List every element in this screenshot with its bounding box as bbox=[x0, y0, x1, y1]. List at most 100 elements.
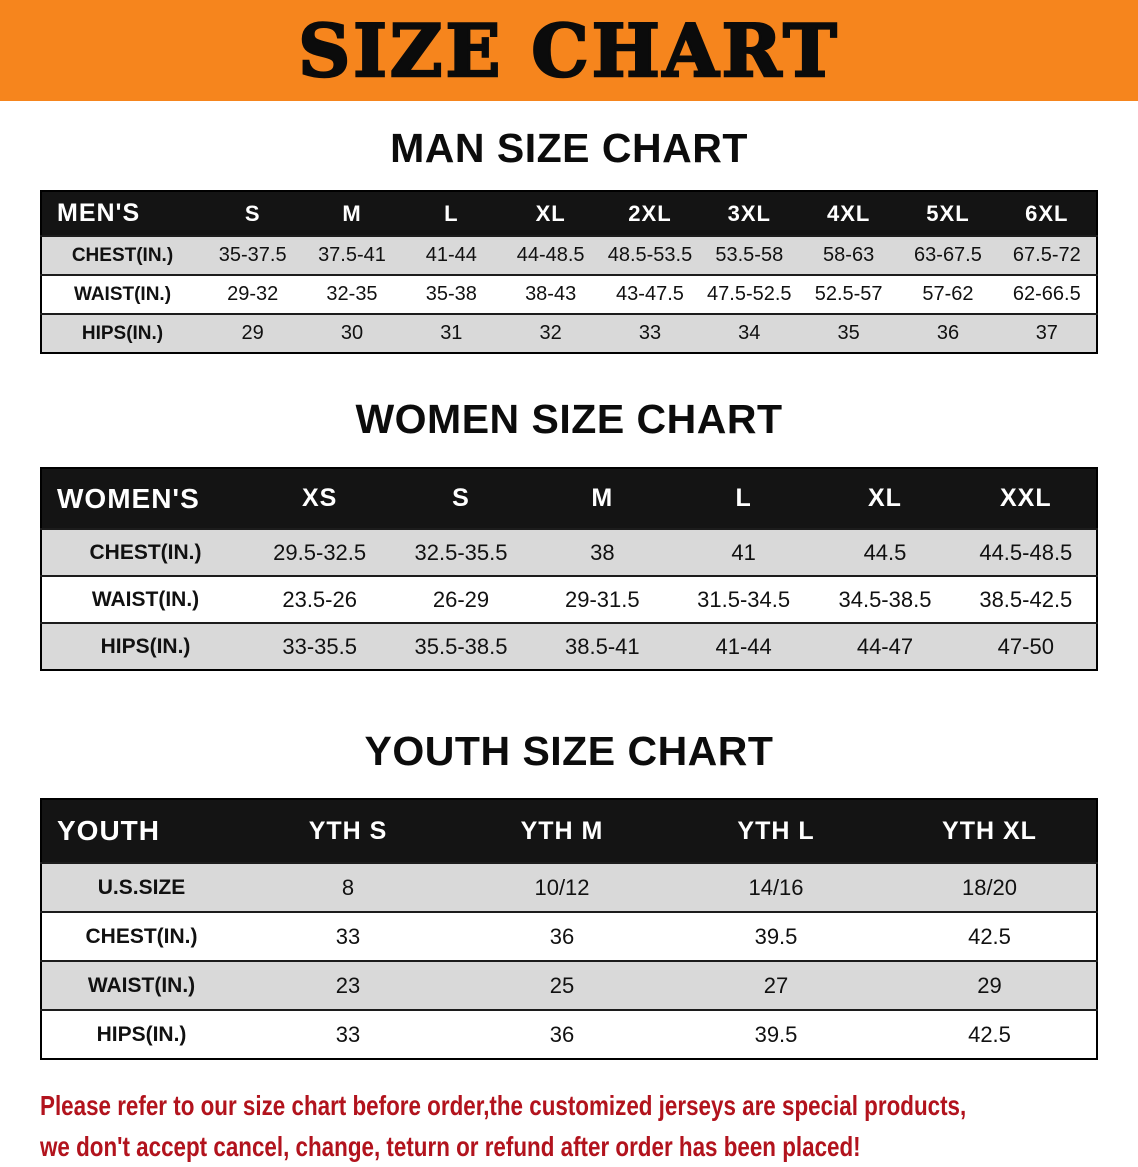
value-cell: 63-67.5 bbox=[898, 235, 998, 275]
size-label-cell: L bbox=[401, 191, 501, 236]
disclaimer-note: Please refer to our size chart before or… bbox=[0, 1086, 1138, 1167]
page-title: SIZE CHART bbox=[297, 7, 840, 93]
value-cell: 47-50 bbox=[955, 622, 1097, 670]
value-cell: 34.5-38.5 bbox=[814, 575, 956, 623]
women-section-heading: WOMEN SIZE CHART bbox=[355, 396, 783, 442]
value-cell: 23 bbox=[241, 960, 455, 1010]
value-cell: 26-29 bbox=[390, 575, 532, 623]
value-cell: 33 bbox=[241, 911, 455, 961]
value-cell: 32-35 bbox=[302, 274, 402, 314]
measurement-row: WAIST(IN.) 29-32 32-35 35-38 38-43 43-47.5 47.… bbox=[41, 274, 1097, 314]
value-cell: 14/16 bbox=[669, 862, 883, 912]
size-label-cell: M bbox=[302, 191, 402, 236]
size-label-cell: YTH XL bbox=[883, 799, 1097, 863]
size-label-cell: S bbox=[390, 468, 532, 529]
row-label-cell: U.S.SIZE bbox=[41, 862, 241, 912]
size-label-cell: XXL bbox=[955, 468, 1097, 529]
value-cell: 36 bbox=[455, 1009, 669, 1059]
measurement-row: CHEST(IN.) 35-37.5 37.5-41 41-44 44-48.5 48.5… bbox=[41, 235, 1097, 275]
disclaimer-line-2: we don't accept cancel, change, teturn o… bbox=[40, 1130, 861, 1162]
value-cell: 18/20 bbox=[883, 862, 1097, 912]
row-label-cell: CHEST(IN.) bbox=[41, 235, 203, 275]
value-cell: 38.5-41 bbox=[531, 622, 673, 670]
value-cell: 30 bbox=[302, 313, 402, 353]
size-label-cell: S bbox=[203, 191, 303, 236]
disclaimer-line-1: Please refer to our size chart before or… bbox=[40, 1090, 967, 1121]
row-label-cell: CHEST(IN.) bbox=[41, 528, 249, 576]
value-cell: 29-31.5 bbox=[531, 575, 673, 623]
value-cell: 38.5-42.5 bbox=[955, 575, 1097, 623]
table-title-cell: WOMEN'S bbox=[41, 468, 249, 529]
size-label-cell: XL bbox=[500, 191, 601, 236]
row-label-cell: HIPS(IN.) bbox=[41, 313, 203, 353]
youth-section-heading: YOUTH SIZE CHART bbox=[364, 728, 774, 774]
value-cell: 52.5-57 bbox=[798, 274, 899, 314]
value-cell: 44-48.5 bbox=[500, 235, 601, 275]
value-cell: 10/12 bbox=[455, 862, 669, 912]
value-cell: 38 bbox=[531, 528, 673, 576]
value-cell: 58-63 bbox=[798, 235, 899, 275]
row-label-cell: HIPS(IN.) bbox=[41, 622, 249, 670]
value-cell: 67.5-72 bbox=[997, 235, 1097, 275]
women-section: WOMEN SIZE CHART WOMEN'S XS S M L XL XXL CHEST(… bbox=[0, 399, 1138, 671]
row-label-cell: WAIST(IN.) bbox=[41, 960, 241, 1010]
size-label-cell: 4XL bbox=[798, 191, 899, 236]
measurement-row: CHEST(IN.) 29.5-32.5 32.5-35.5 38 41 44.5 44.5… bbox=[41, 528, 1097, 576]
value-cell: 33 bbox=[241, 1009, 455, 1059]
value-cell: 29 bbox=[883, 960, 1097, 1010]
size-label-cell: M bbox=[531, 468, 673, 529]
size-label-cell: 3XL bbox=[699, 191, 799, 236]
value-cell: 44.5-48.5 bbox=[955, 528, 1097, 576]
men-size-table: MEN'S S M L XL 2XL 3XL 4XL 5XL 6XL CHEST(IN.) 35-37… bbox=[40, 190, 1098, 354]
value-cell: 37.5-41 bbox=[302, 235, 402, 275]
table-title-cell: MEN'S bbox=[41, 191, 203, 236]
value-cell: 29.5-32.5 bbox=[249, 528, 391, 576]
value-cell: 32.5-35.5 bbox=[390, 528, 532, 576]
value-cell: 38-43 bbox=[500, 274, 601, 314]
value-cell: 27 bbox=[669, 960, 883, 1010]
value-cell: 31 bbox=[401, 313, 501, 353]
size-header-row: WOMEN'S XS S M L XL XXL bbox=[41, 468, 1097, 529]
youth-size-table: YOUTH YTH S YTH M YTH L YTH XL U.S.SIZE 8 10/12… bbox=[40, 798, 1098, 1060]
value-cell: 35-38 bbox=[401, 274, 501, 314]
value-cell: 48.5-53.5 bbox=[600, 235, 700, 275]
value-cell: 39.5 bbox=[669, 911, 883, 961]
measurement-row: WAIST(IN.) 23 25 27 29 bbox=[41, 960, 1097, 1010]
banner: SIZE CHART bbox=[0, 0, 1138, 101]
value-cell: 31.5-34.5 bbox=[672, 575, 815, 623]
size-label-cell: YTH M bbox=[455, 799, 669, 863]
size-header-row: MEN'S S M L XL 2XL 3XL 4XL 5XL 6XL bbox=[41, 191, 1097, 236]
measurement-row: HIPS(IN.) 33 36 39.5 42.5 bbox=[41, 1009, 1097, 1059]
value-cell: 29-32 bbox=[203, 274, 303, 314]
row-label-cell: WAIST(IN.) bbox=[41, 575, 249, 623]
table-title-cell: YOUTH bbox=[41, 799, 241, 863]
value-cell: 36 bbox=[455, 911, 669, 961]
value-cell: 39.5 bbox=[669, 1009, 883, 1059]
value-cell: 8 bbox=[241, 862, 455, 912]
size-header-row: YOUTH YTH S YTH M YTH L YTH XL bbox=[41, 799, 1097, 863]
value-cell: 42.5 bbox=[883, 911, 1097, 961]
value-cell: 62-66.5 bbox=[997, 274, 1097, 314]
size-label-cell: 2XL bbox=[600, 191, 700, 236]
value-cell: 53.5-58 bbox=[699, 235, 799, 275]
value-cell: 25 bbox=[455, 960, 669, 1010]
measurement-row: U.S.SIZE 8 10/12 14/16 18/20 bbox=[41, 862, 1097, 912]
men-section: MAN SIZE CHART MEN'S S M L XL 2XL 3XL 4XL 5XL 6XL… bbox=[0, 128, 1138, 354]
row-label-cell: CHEST(IN.) bbox=[41, 911, 241, 961]
value-cell: 35 bbox=[798, 313, 899, 353]
size-label-cell: 5XL bbox=[898, 191, 998, 236]
value-cell: 42.5 bbox=[883, 1009, 1097, 1059]
size-label-cell: L bbox=[672, 468, 815, 529]
value-cell: 41-44 bbox=[672, 622, 815, 670]
measurement-row: CHEST(IN.) 33 36 39.5 42.5 bbox=[41, 911, 1097, 961]
value-cell: 43-47.5 bbox=[600, 274, 700, 314]
value-cell: 34 bbox=[699, 313, 799, 353]
size-label-cell: XS bbox=[249, 468, 391, 529]
value-cell: 41-44 bbox=[401, 235, 501, 275]
value-cell: 47.5-52.5 bbox=[699, 274, 799, 314]
value-cell: 41 bbox=[672, 528, 815, 576]
value-cell: 44-47 bbox=[814, 622, 956, 670]
size-label-cell: YTH L bbox=[669, 799, 883, 863]
row-label-cell: WAIST(IN.) bbox=[41, 274, 203, 314]
